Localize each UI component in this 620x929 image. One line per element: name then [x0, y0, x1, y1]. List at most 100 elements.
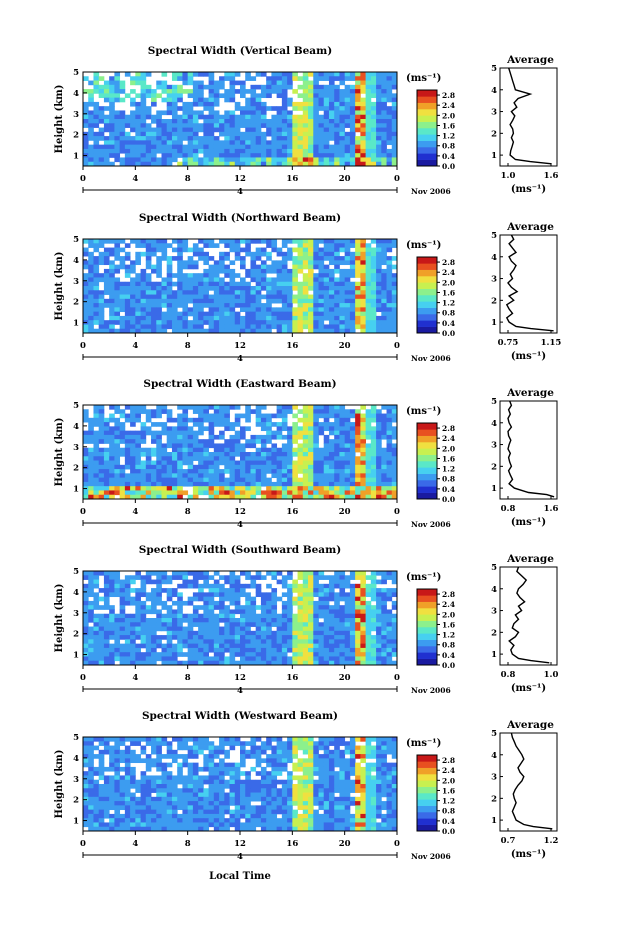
heatmap-cell: [297, 328, 304, 334]
heatmap-cell: [83, 251, 89, 257]
heatmap-cell: [365, 89, 372, 94]
heatmap-cell: [360, 161, 366, 167]
heatmap-cell: [219, 605, 225, 610]
average-frame: [499, 234, 558, 334]
heatmap-cell: [161, 119, 168, 124]
heatmap-cell: [355, 469, 361, 474]
heatmap-cell: [349, 307, 356, 313]
heatmap-cell: [287, 613, 293, 619]
heatmap-cell: [103, 464, 110, 470]
heatmap-cell: [192, 652, 199, 657]
heatmap-cell: [318, 136, 325, 141]
heatmap-cell: [224, 443, 230, 449]
heatmap-cell: [276, 84, 283, 90]
heatmap-cell: [255, 93, 262, 99]
heatmap-cell: [198, 430, 204, 436]
heatmap-cell: [245, 477, 251, 483]
heatmap-cell: [271, 243, 278, 248]
heatmap-cell: [140, 588, 147, 593]
heatmap-cell: [323, 426, 330, 432]
heatmap-cell: [145, 136, 152, 141]
heatmap-cell: [344, 153, 351, 158]
heatmap-cell: [88, 422, 94, 427]
heatmap-cell: [276, 409, 283, 414]
heatmap-cell: [292, 273, 298, 278]
heatmap-cell: [93, 243, 100, 248]
heatmap-cell: [171, 473, 178, 479]
colorbar-band: [417, 435, 437, 443]
heatmap-cell: [250, 477, 257, 483]
heatmap-cell: [208, 307, 215, 313]
heatmap-cell: [308, 324, 314, 330]
y-tick-label: 2: [73, 630, 79, 640]
heatmap-cell: [93, 464, 100, 470]
heatmap-cell: [308, 97, 314, 103]
heatmap-cell: [156, 656, 162, 662]
heatmap-cell: [213, 97, 220, 103]
heatmap-cell: [240, 328, 246, 334]
heatmap-cell: [339, 592, 346, 598]
heatmap-cell: [365, 286, 372, 291]
heatmap-cell: [391, 303, 398, 308]
heatmap-cell: [140, 652, 147, 657]
heatmap-cell: [224, 481, 230, 487]
heatmap-cell: [192, 153, 199, 158]
heatmap-cell: [219, 494, 225, 500]
heatmap-cell: [391, 110, 398, 116]
heatmap-cell: [156, 123, 162, 128]
heatmap-cell: [271, 161, 278, 167]
heatmap-cell: [83, 481, 89, 487]
heatmap-cell: [135, 131, 141, 137]
heatmap-cell: [98, 447, 105, 453]
heatmap-cell: [198, 647, 204, 653]
heatmap-cell: [93, 417, 100, 423]
heatmap-cell: [245, 443, 251, 449]
heatmap-cell: [313, 439, 319, 444]
heatmap-cell: [339, 256, 346, 261]
heatmap-cell: [135, 622, 141, 627]
heatmap-cell: [161, 311, 168, 317]
heatmap-cell: [266, 647, 272, 653]
heatmap-cell: [208, 422, 215, 427]
heatmap-cell: [135, 575, 141, 580]
heatmap-cell: [103, 635, 110, 640]
heatmap-cell: [360, 320, 366, 325]
heatmap-cell: [344, 575, 351, 580]
heatmap-cell: [255, 290, 262, 295]
heatmap-cell: [203, 328, 209, 334]
heatmap-cell: [135, 571, 141, 576]
heatmap-cell: [292, 72, 298, 77]
heatmap-cell: [360, 247, 366, 253]
heatmap-cell: [130, 324, 136, 330]
heatmap-cell: [119, 600, 126, 606]
heatmap-cell: [287, 643, 293, 649]
heatmap-cell: [360, 127, 366, 133]
heatmap-cell: [103, 575, 110, 580]
heatmap-cell: [171, 613, 178, 619]
heatmap-cell: [250, 456, 257, 461]
heatmap-cell: [313, 123, 319, 128]
heatmap-cell: [365, 737, 372, 742]
heatmap-cell: [130, 643, 136, 649]
heatmap-cell: [177, 647, 183, 653]
heatmap-cell: [260, 277, 267, 283]
heatmap-cell: [255, 460, 262, 466]
heatmap-cell: [318, 426, 325, 432]
heatmap-cell: [386, 328, 393, 334]
heatmap-cell: [124, 618, 131, 623]
heatmap-cell: [240, 123, 246, 128]
heatmap-cell: [203, 298, 209, 304]
heatmap-cell: [355, 660, 361, 666]
heatmap-cell: [151, 251, 157, 257]
heatmap-cell: [203, 131, 209, 137]
heatmap-cell: [250, 119, 257, 124]
colorbar-tick-label: 1.6: [442, 454, 455, 463]
heatmap-cell: [318, 422, 325, 427]
heatmap-cell: [140, 101, 147, 107]
chart-title: Spectral Width (Southward Beam): [139, 544, 341, 556]
heatmap-cell: [381, 311, 387, 317]
heatmap-cell: [83, 413, 89, 419]
heatmap-cell: [328, 481, 335, 487]
heatmap-cell: [224, 157, 230, 163]
heatmap-cell: [328, 157, 335, 163]
